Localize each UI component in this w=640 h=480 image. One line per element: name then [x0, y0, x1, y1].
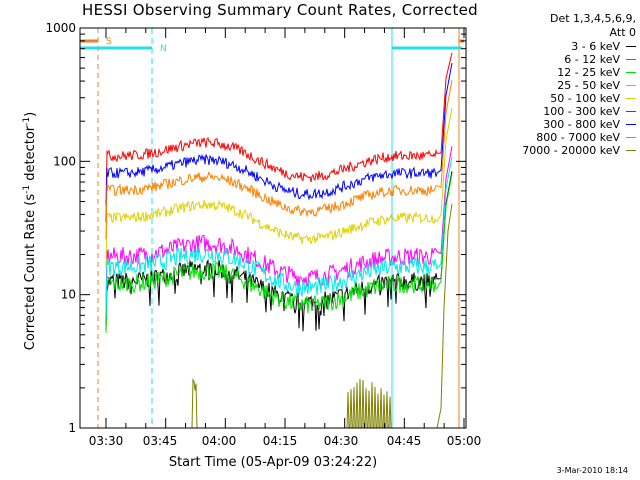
x-tick-label: 05:00	[447, 434, 482, 448]
series-line-1	[105, 171, 453, 332]
x-tick-label: 04:45	[387, 434, 422, 448]
legend-swatch	[626, 85, 636, 86]
series-line-2	[105, 146, 453, 306]
legend-entry-1: 3 - 6 keV	[484, 40, 636, 53]
legend-entry-4: 25 - 50 keV	[484, 79, 636, 92]
legend-swatch	[626, 124, 636, 125]
series-line-9	[107, 203, 453, 429]
series-line-6	[105, 52, 453, 205]
y-tick-label: 1000	[45, 21, 76, 35]
legend-label: 300 - 800 keV	[543, 118, 620, 131]
legend-label: 100 - 300 keV	[543, 105, 620, 118]
chart-title: HESSI Observing Summary Count Rates, Cor…	[82, 1, 478, 19]
legend-label: 12 - 25 keV	[557, 66, 620, 79]
series-line-4	[105, 156, 453, 316]
legend-entries: 3 - 6 keV 6 - 12 keV 12 - 25 keV 25 - 50 ke…	[484, 40, 636, 157]
legend-entry-8: 800 - 7000 keV	[484, 131, 636, 144]
legend-swatch	[626, 59, 636, 60]
axes-box	[79, 27, 467, 429]
x-tick-label: 04:15	[263, 434, 298, 448]
night-flag-label: N	[160, 44, 167, 54]
legend-label: 7000 - 20000 keV	[522, 144, 620, 157]
legend: Det 1,3,4,5,6,9, Att 0 3 - 6 keV 6 - 12 k…	[484, 12, 636, 157]
legend-swatch	[626, 137, 636, 138]
legend-label: 3 - 6 keV	[571, 40, 620, 53]
x-tick-label: 03:30	[89, 434, 124, 448]
y-axis-label: Corrected Count Rate (s-1 detector-1)	[21, 111, 39, 351]
plot-area: SN	[80, 28, 464, 428]
legend-entry-9: 7000 - 20000 keV	[484, 144, 636, 157]
legend-label: 6 - 12 keV	[564, 53, 620, 66]
series-line-7	[105, 62, 453, 223]
timestamp: 3-Mar-2010 18:14	[556, 466, 628, 475]
saa-flag-label: S	[106, 37, 112, 47]
legend-label: 50 - 100 keV	[550, 92, 620, 105]
legend-swatch	[626, 150, 636, 151]
legend-label: 800 - 7000 keV	[536, 131, 620, 144]
legend-swatch	[626, 72, 636, 73]
legend-label: 25 - 50 keV	[557, 79, 620, 92]
x-tick-label: 04:00	[202, 434, 237, 448]
legend-header-line-1: Det 1,3,4,5,6,9,	[549, 12, 636, 25]
series-group	[105, 52, 453, 429]
series-line-8	[105, 80, 453, 240]
y-tick-label: 10	[61, 288, 76, 302]
series-line-5	[105, 107, 453, 267]
legend-swatch	[626, 98, 636, 99]
legend-entry-2: 6 - 12 keV	[484, 53, 636, 66]
x-axis-label: Start Time (05-Apr-09 03:24:22)	[168, 455, 378, 470]
legend-entry-6: 100 - 300 keV	[484, 105, 636, 118]
legend-entry-5: 50 - 100 keV	[484, 92, 636, 105]
x-tick-label: 03:45	[143, 434, 178, 448]
x-tick-label: 04:30	[324, 434, 359, 448]
legend-entry-7: 300 - 800 keV	[484, 118, 636, 131]
y-tick-label: 1	[68, 421, 76, 435]
series-line-3	[105, 173, 453, 333]
legend-swatch	[626, 46, 636, 47]
y-tick-label: 100	[53, 154, 76, 168]
legend-header-line-2: Att 0	[609, 26, 636, 39]
legend-entry-3: 12 - 25 keV	[484, 66, 636, 79]
plot-frame: 1 10 100 1000 03:30 03:45 04:00 04:15 04:30 04:45…	[45, 21, 481, 448]
legend-swatch	[626, 111, 636, 112]
